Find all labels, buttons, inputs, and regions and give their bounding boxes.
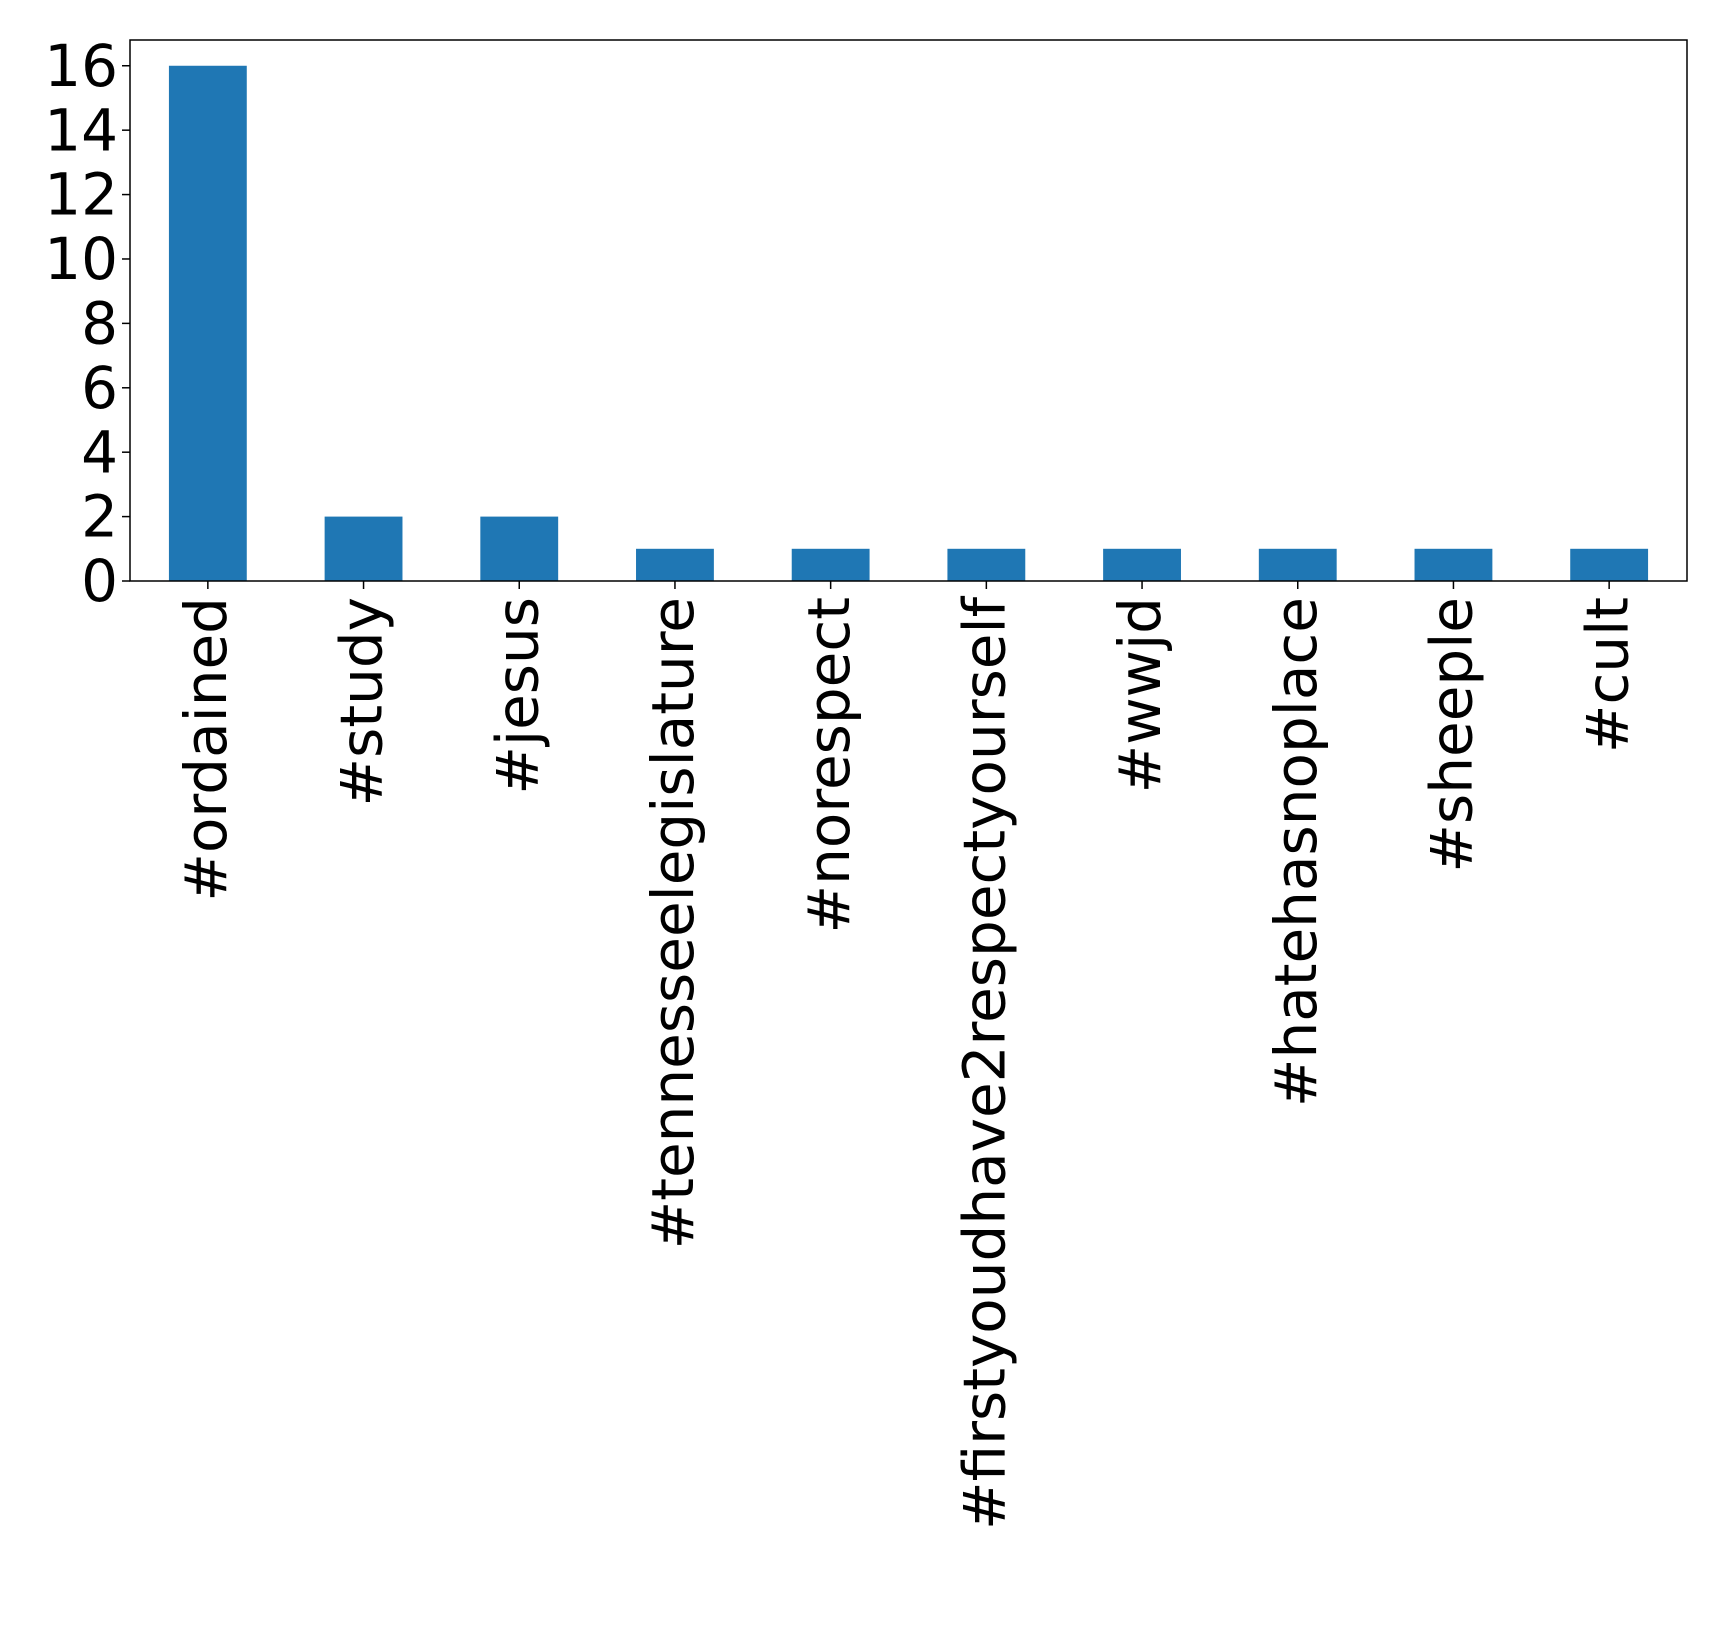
bar — [791, 548, 870, 581]
x-tick-label: #cult — [1573, 597, 1641, 753]
plot-frame — [129, 39, 1688, 582]
x-tick-label: #hatehasnoplace — [1262, 597, 1330, 1107]
bar — [1103, 548, 1181, 581]
y-tick-label: 8 — [81, 289, 118, 357]
y-tick-label: 4 — [81, 418, 118, 486]
bar — [324, 516, 403, 581]
y-tick-label: 12 — [44, 161, 118, 229]
y-tick-label: 2 — [81, 483, 118, 551]
x-tick-label: #jesus — [483, 597, 551, 795]
y-tick-label: 14 — [44, 96, 118, 164]
bar — [636, 548, 714, 581]
x-tick-label: #firstyoudhave2respectyourself — [950, 595, 1018, 1530]
bar — [168, 65, 247, 581]
bar — [1570, 548, 1649, 581]
x-tick-label: #study — [328, 597, 396, 806]
y-tick-label: 16 — [44, 32, 118, 100]
x-tick-label: #norespect — [795, 597, 863, 933]
y-tick-label: 0 — [81, 547, 118, 615]
bar — [1414, 548, 1493, 581]
x-tick-label: #sheeple — [1418, 597, 1486, 873]
y-tick-label: 6 — [81, 354, 118, 422]
x-tick-label: #ordained — [172, 597, 240, 902]
x-tick-label: #tennesseelegislature — [639, 597, 707, 1249]
x-tick-label: #wwjd — [1106, 597, 1174, 793]
y-tick-label: 10 — [44, 225, 118, 293]
bar — [480, 516, 559, 581]
bar — [1258, 548, 1337, 581]
bar — [947, 548, 1026, 581]
